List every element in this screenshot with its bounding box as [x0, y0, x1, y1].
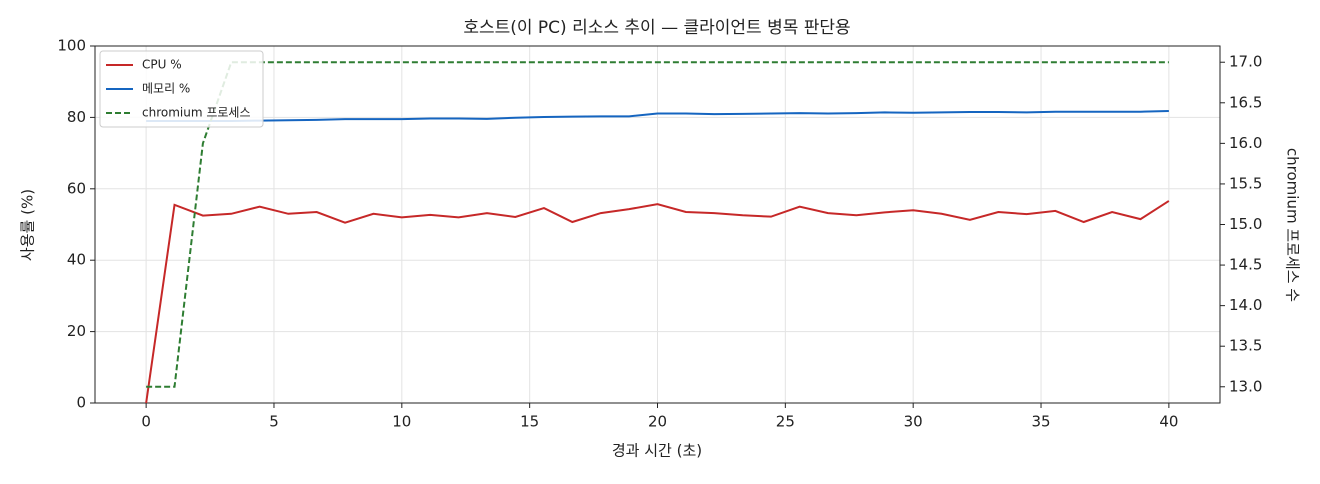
x-tick-label: 40	[1159, 413, 1178, 431]
x-axis-label: 경과 시간 (초)	[612, 442, 702, 460]
y2-tick-label: 15.0	[1229, 215, 1262, 233]
x-tick-label: 35	[1031, 413, 1050, 431]
series-line	[146, 61, 1169, 388]
y-tick-label: 100	[57, 37, 86, 55]
y-tick-label: 60	[67, 179, 86, 197]
legend-label: chromium 프로세스	[142, 106, 251, 120]
legend-label: 메모리 %	[142, 82, 190, 96]
x-tick-label: 10	[392, 413, 411, 431]
y-axis-label: 사용률 (%)	[19, 189, 37, 261]
y2-tick-label: 16.0	[1229, 134, 1262, 152]
x-tick-label: 0	[141, 413, 151, 431]
y2-tick-label: 13.0	[1229, 377, 1262, 395]
y2-tick-label: 15.5	[1229, 174, 1262, 192]
y-tick-label: 0	[76, 394, 86, 412]
series-line	[145, 200, 1170, 404]
y2-tick-label: 17.0	[1229, 53, 1262, 71]
x-tick-label: 15	[520, 413, 539, 431]
y-tick-label: 40	[67, 251, 86, 269]
y2-tick-label: 13.5	[1229, 337, 1262, 355]
plot-frame	[94, 45, 1221, 404]
x-tick-label: 30	[904, 413, 923, 431]
x-tick-label: 5	[269, 413, 279, 431]
legend-label: CPU %	[142, 58, 182, 72]
x-tick-label: 20	[648, 413, 667, 431]
series-line	[146, 109, 1169, 122]
y2-tick-label: 14.0	[1229, 296, 1262, 314]
legend-box	[99, 50, 264, 128]
y2-axis-label: chromium 프로세스 수	[1284, 148, 1302, 302]
y-tick-label: 80	[67, 108, 86, 126]
y2-tick-label: 14.5	[1229, 256, 1262, 274]
y2-tick-label: 16.5	[1229, 93, 1262, 111]
x-tick-label: 25	[776, 413, 795, 431]
chart-title: 호스트(이 PC) 리소스 추이 — 클라이언트 병목 판단용	[463, 18, 850, 38]
y-tick-label: 20	[67, 322, 86, 340]
